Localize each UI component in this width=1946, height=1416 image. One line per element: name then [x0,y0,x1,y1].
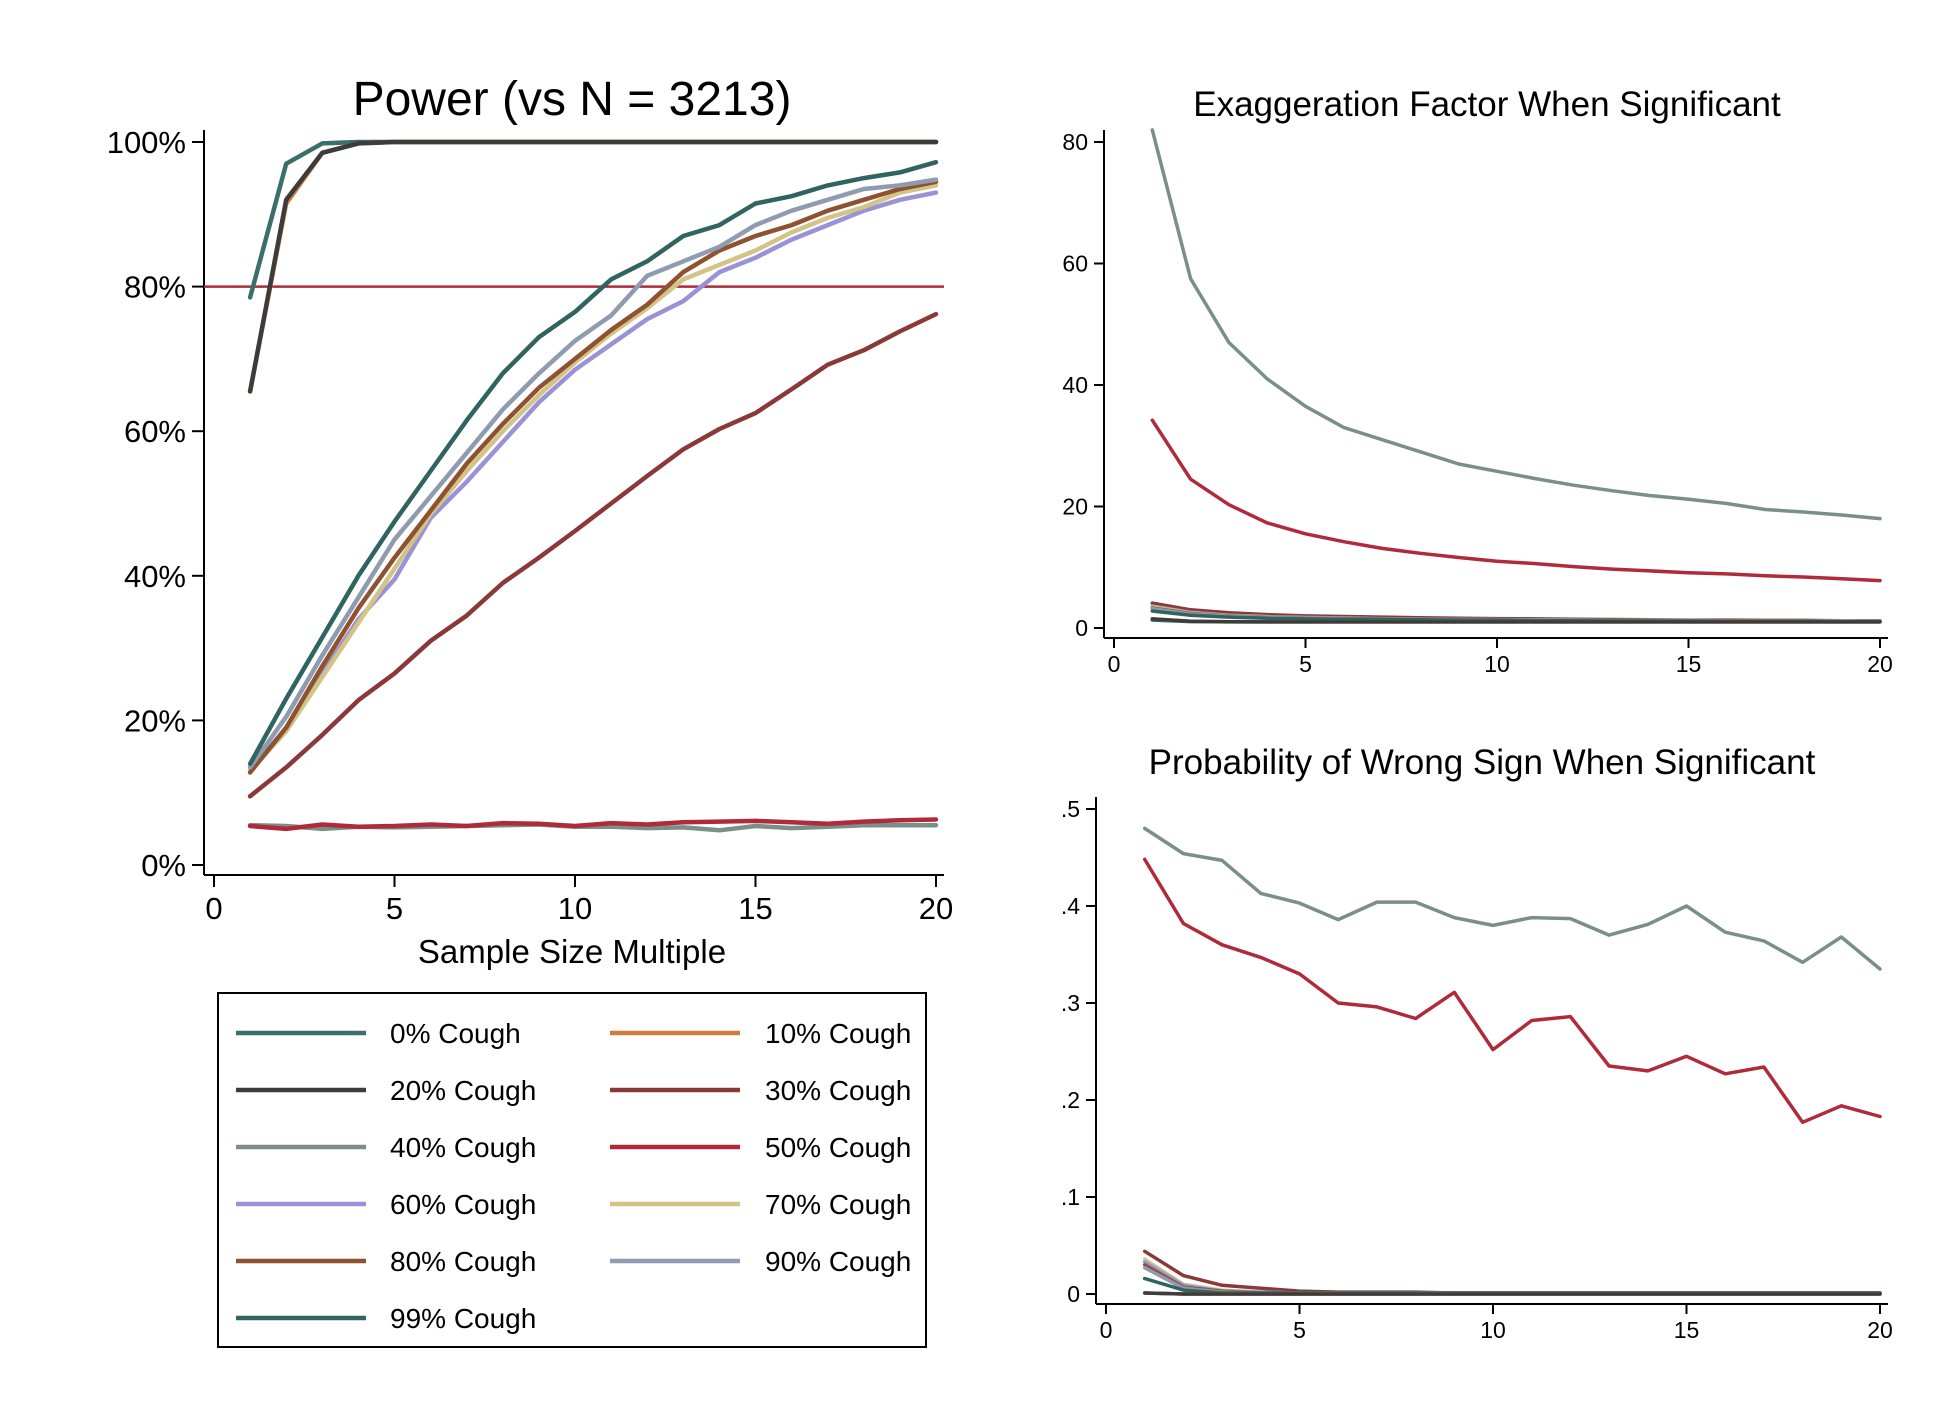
exag-y-tick-label: 60 [1062,251,1088,277]
exag-x-tick-label: 20 [1867,651,1893,677]
wrong-sign-chart-title: Probability of Wrong Sign When Significa… [1149,743,1816,782]
power-x-tick-label: 15 [738,891,772,926]
exag-x-tick-label: 5 [1299,651,1312,677]
power-x-tick-label: 5 [386,891,403,926]
power-series-90pct-cough [247,177,939,770]
power-y-tick-label: 80% [124,270,186,305]
legend-label: 60% Cough [390,1189,536,1220]
legend-label: 30% Cough [765,1075,911,1106]
wrong-y-tick-label: 0 [1067,1281,1080,1307]
wrong-x-tick-label: 20 [1867,1317,1893,1343]
wrong-sign-chart: 0 .1 .2 .3 .4 .5 0 5 10 15 20 [1061,796,1893,1343]
exag-y-tick-label: 0 [1075,615,1088,641]
legend-label: 0% Cough [390,1018,521,1049]
wrong-x-tick-label: 5 [1293,1317,1306,1343]
wrong-series-20pct-cough [1142,1291,1882,1296]
legend-label: 10% Cough [765,1018,911,1049]
power-series-30pct-cough [247,311,939,799]
wrong-x-tick-label: 0 [1100,1317,1113,1343]
legend-label: 20% Cough [390,1075,536,1106]
legend-box [217,992,927,1348]
legend-label: 40% Cough [390,1132,536,1163]
exag-y-tick-label: 20 [1062,494,1088,520]
power-series-80pct-cough [247,179,939,775]
power-chart-title: Power (vs N = 3213) [353,73,792,126]
power-y-tick-label: 0% [141,848,186,883]
exag-x-tick-label: 15 [1676,651,1702,677]
exag-series-20pct-cough [1150,617,1882,624]
power-y-tick-label: 60% [124,414,186,449]
power-series-50pct-cough [247,817,939,832]
wrong-x-tick-label: 10 [1480,1317,1506,1343]
power-series-20pct-cough [247,139,939,394]
exaggeration-chart-title: Exaggeration Factor When Significant [1193,85,1781,124]
exag-series-50pct-cough [1150,418,1882,583]
exag-y-tick-label: 40 [1062,372,1088,398]
wrong-y-tick-label: .2 [1061,1087,1080,1113]
wrong-y-tick-label: .1 [1061,1184,1080,1210]
wrong-series-50pct-cough [1142,857,1882,1125]
wrong-y-tick-label: .3 [1061,990,1080,1016]
power-x-tick-label: 0 [205,891,222,926]
power-x-tick-label: 20 [919,891,953,926]
legend-label: 90% Cough [765,1246,911,1277]
wrong-series-40pct-cough [1142,826,1882,971]
legend: 0% Cough 10% Cough 20% Cough 30% Cough 40% C… [217,992,927,1348]
exag-y-tick-label: 80 [1062,129,1088,155]
exaggeration-chart: 0 20 40 60 80 0 5 10 15 20 [1062,128,1893,677]
power-chart: 0% 20% 40% 60% 80% 100% 0 5 10 15 20 [107,125,954,926]
exag-x-tick-label: 0 [1108,651,1121,677]
wrong-y-tick-label: .4 [1061,893,1080,919]
power-x-tick-label: 10 [558,891,592,926]
wrong-y-tick-label: .5 [1061,796,1080,822]
wrong-x-tick-label: 15 [1674,1317,1700,1343]
exag-x-tick-label: 10 [1484,651,1510,677]
power-series-70pct-cough [247,183,939,774]
power-y-tick-label: 40% [124,559,186,594]
legend-label: 50% Cough [765,1132,911,1163]
power-y-tick-label: 20% [124,703,186,738]
exag-series-40pct-cough [1150,128,1882,521]
legend-label: 70% Cough [765,1189,911,1220]
legend-label: 80% Cough [390,1246,536,1277]
power-series-99pct-cough [247,159,939,767]
power-chart-xlabel: Sample Size Multiple [418,933,726,970]
power-y-tick-label: 100% [107,125,186,160]
legend-label: 99% Cough [390,1303,536,1334]
